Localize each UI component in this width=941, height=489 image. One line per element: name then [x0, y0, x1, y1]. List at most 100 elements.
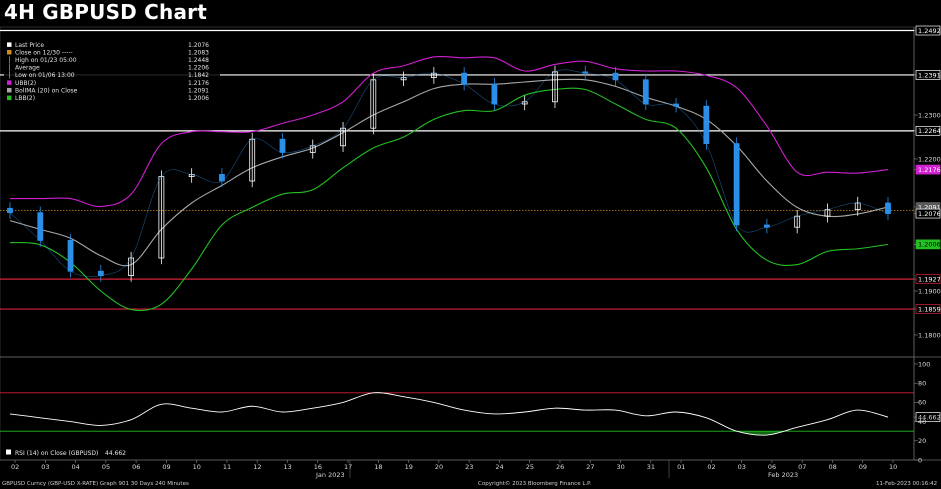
time-tick-label-24: 03	[738, 463, 746, 471]
price-tag-box-0	[915, 25, 941, 36]
upper-bollinger-band	[10, 55, 889, 208]
rsi-legend-swatch	[6, 449, 11, 455]
price-tick-label-12: 1.1800	[918, 331, 941, 339]
legend-background	[4, 40, 220, 106]
rsi-legend: RSI (14) on Close (GBPUSD) 44.662	[4, 447, 126, 458]
legend-value-7: 1.2006	[188, 95, 209, 102]
price-tag-box-9	[915, 274, 941, 284]
price-legend: Last Price 1.2076 Close on 12/30 ----- 1.20…	[4, 40, 220, 106]
time-tick-label-25: 06	[768, 463, 776, 471]
lower-bollinger-band	[9, 87, 889, 312]
time-tick-label-14: 20	[435, 463, 443, 471]
time-tick-label-3: 05	[102, 463, 110, 471]
time-tick-label-26: 07	[798, 463, 806, 471]
time-tick-label-20: 30	[617, 463, 625, 471]
legend-label-3: Average	[15, 65, 40, 72]
time-tick-label-0: 02	[11, 463, 19, 471]
chart-title: 4H GBPUSD Chart	[4, 0, 207, 24]
price-tick-label-7: 1.2076	[918, 210, 941, 218]
time-tick-label-21: 31	[647, 463, 655, 471]
moving-average-line	[9, 78, 889, 267]
candle-body-0	[7, 207, 13, 214]
rsi-last-value-box	[915, 412, 941, 422]
time-tick-label-15: 23	[465, 463, 473, 471]
legend-label-6: BolIMA (20) on Close	[15, 87, 78, 94]
price-tick-label-3: 1.2264	[918, 127, 941, 135]
time-tick-label-28: 09	[859, 463, 867, 471]
legend-glyph-2: │	[8, 56, 12, 64]
price-tick-label-6: 1.2091	[918, 203, 941, 211]
time-tick-label-12: 18	[374, 463, 382, 471]
legend-label-1: Close on 12/30 -----	[15, 49, 73, 56]
legend-glyph-3: │	[8, 64, 12, 72]
legend-swatch-1	[7, 50, 12, 55]
month-label-jan: Jan 2023	[315, 471, 345, 479]
rsi-legend-value: 44.662	[105, 450, 126, 457]
time-tick-label-1: 03	[41, 463, 49, 471]
time-tick-label-5: 09	[162, 463, 170, 471]
legend-value-0: 1.2076	[188, 42, 209, 49]
candle-body-21	[642, 79, 649, 105]
rsi-tick-label-4: 40	[918, 418, 926, 426]
legend-swatch-5	[7, 80, 12, 85]
price-tick-label-1: 1.2391	[918, 71, 941, 79]
candle-body-2	[67, 239, 74, 272]
month-label-feb: Feb 2023	[768, 471, 798, 479]
legend-value-4: 1.1842	[188, 72, 209, 79]
time-tick-label-11: 17	[344, 463, 352, 471]
candle-body-24	[733, 143, 740, 226]
price-tag-box-5	[915, 164, 941, 175]
price-tick-label-2: 1.2300	[918, 111, 941, 119]
legend-value-6: 1.2091	[188, 87, 209, 94]
legend-swatch-0	[7, 42, 12, 47]
time-tick-label-2: 04	[72, 463, 80, 471]
time-tick-label-8: 12	[253, 463, 261, 471]
legend-label-5: UBB(2)	[15, 80, 36, 87]
price-tag-box-7	[915, 208, 941, 219]
price-tick-label-8: 1.2006	[918, 241, 941, 249]
time-tick-label-13: 19	[405, 463, 413, 471]
footer-copyright: Copyright© 2023 Bloomberg Finance L.P.	[478, 480, 592, 487]
legend-label-7: LBB(2)	[15, 95, 35, 102]
candle-body-29	[885, 202, 891, 214]
legend-swatch-7	[7, 95, 12, 101]
price-tag-box-3	[915, 125, 941, 136]
price-tick-label-4: 1.2200	[918, 155, 941, 163]
time-tick-label-22: 01	[677, 463, 685, 471]
candle-body-1	[37, 212, 44, 241]
time-tick-label-6: 10	[193, 463, 201, 471]
candle-body-9	[279, 138, 286, 153]
time-tick-label-27: 08	[828, 463, 836, 471]
time-tick-label-17: 25	[526, 463, 534, 471]
rsi-legend-background	[4, 447, 124, 458]
price-tag-box-11	[915, 304, 941, 314]
price-tick-label-0: 1.2492	[918, 27, 941, 35]
rsi-tick-label-1: 80	[918, 380, 926, 388]
time-tick-label-16: 24	[495, 463, 503, 471]
legend-label-2: High on 01/23 05:00	[15, 57, 77, 64]
legend-value-5: 1.2176	[188, 80, 209, 87]
time-tick-label-29: 10	[889, 463, 897, 471]
price-tick-label-11: 1.1859	[918, 305, 941, 313]
candle-body-16	[491, 83, 498, 105]
rsi-tick-label-5: 20	[918, 437, 926, 445]
time-tick-label-19: 27	[586, 463, 594, 471]
last-price-line	[9, 69, 889, 278]
price-tag-box-1	[915, 70, 941, 80]
legend-label-0: Last Price	[15, 42, 44, 49]
rsi-line	[9, 392, 889, 436]
time-tick-label-18: 26	[556, 463, 564, 471]
candle-body-23	[703, 105, 710, 144]
legend-value-2: 1.2448	[188, 57, 209, 64]
rsi-tick-label-2: 60	[918, 399, 926, 407]
legend-glyph-4: │	[8, 71, 12, 79]
rsi-tick-label-6: 0	[918, 456, 922, 464]
legend-value-3: 1.2206	[188, 65, 209, 72]
legend-value-1: 1.2083	[188, 49, 209, 56]
rsi-tick-label-0: 100	[918, 360, 930, 368]
price-tick-label-5: 1.2176	[918, 166, 941, 174]
footer-source: GBPUSD Curncy (GBP-USD X-RATE) Graph 901…	[2, 481, 189, 487]
legend-label-4: Low on 01/06 13:00	[15, 72, 75, 79]
time-tick-label-9: 13	[283, 463, 291, 471]
